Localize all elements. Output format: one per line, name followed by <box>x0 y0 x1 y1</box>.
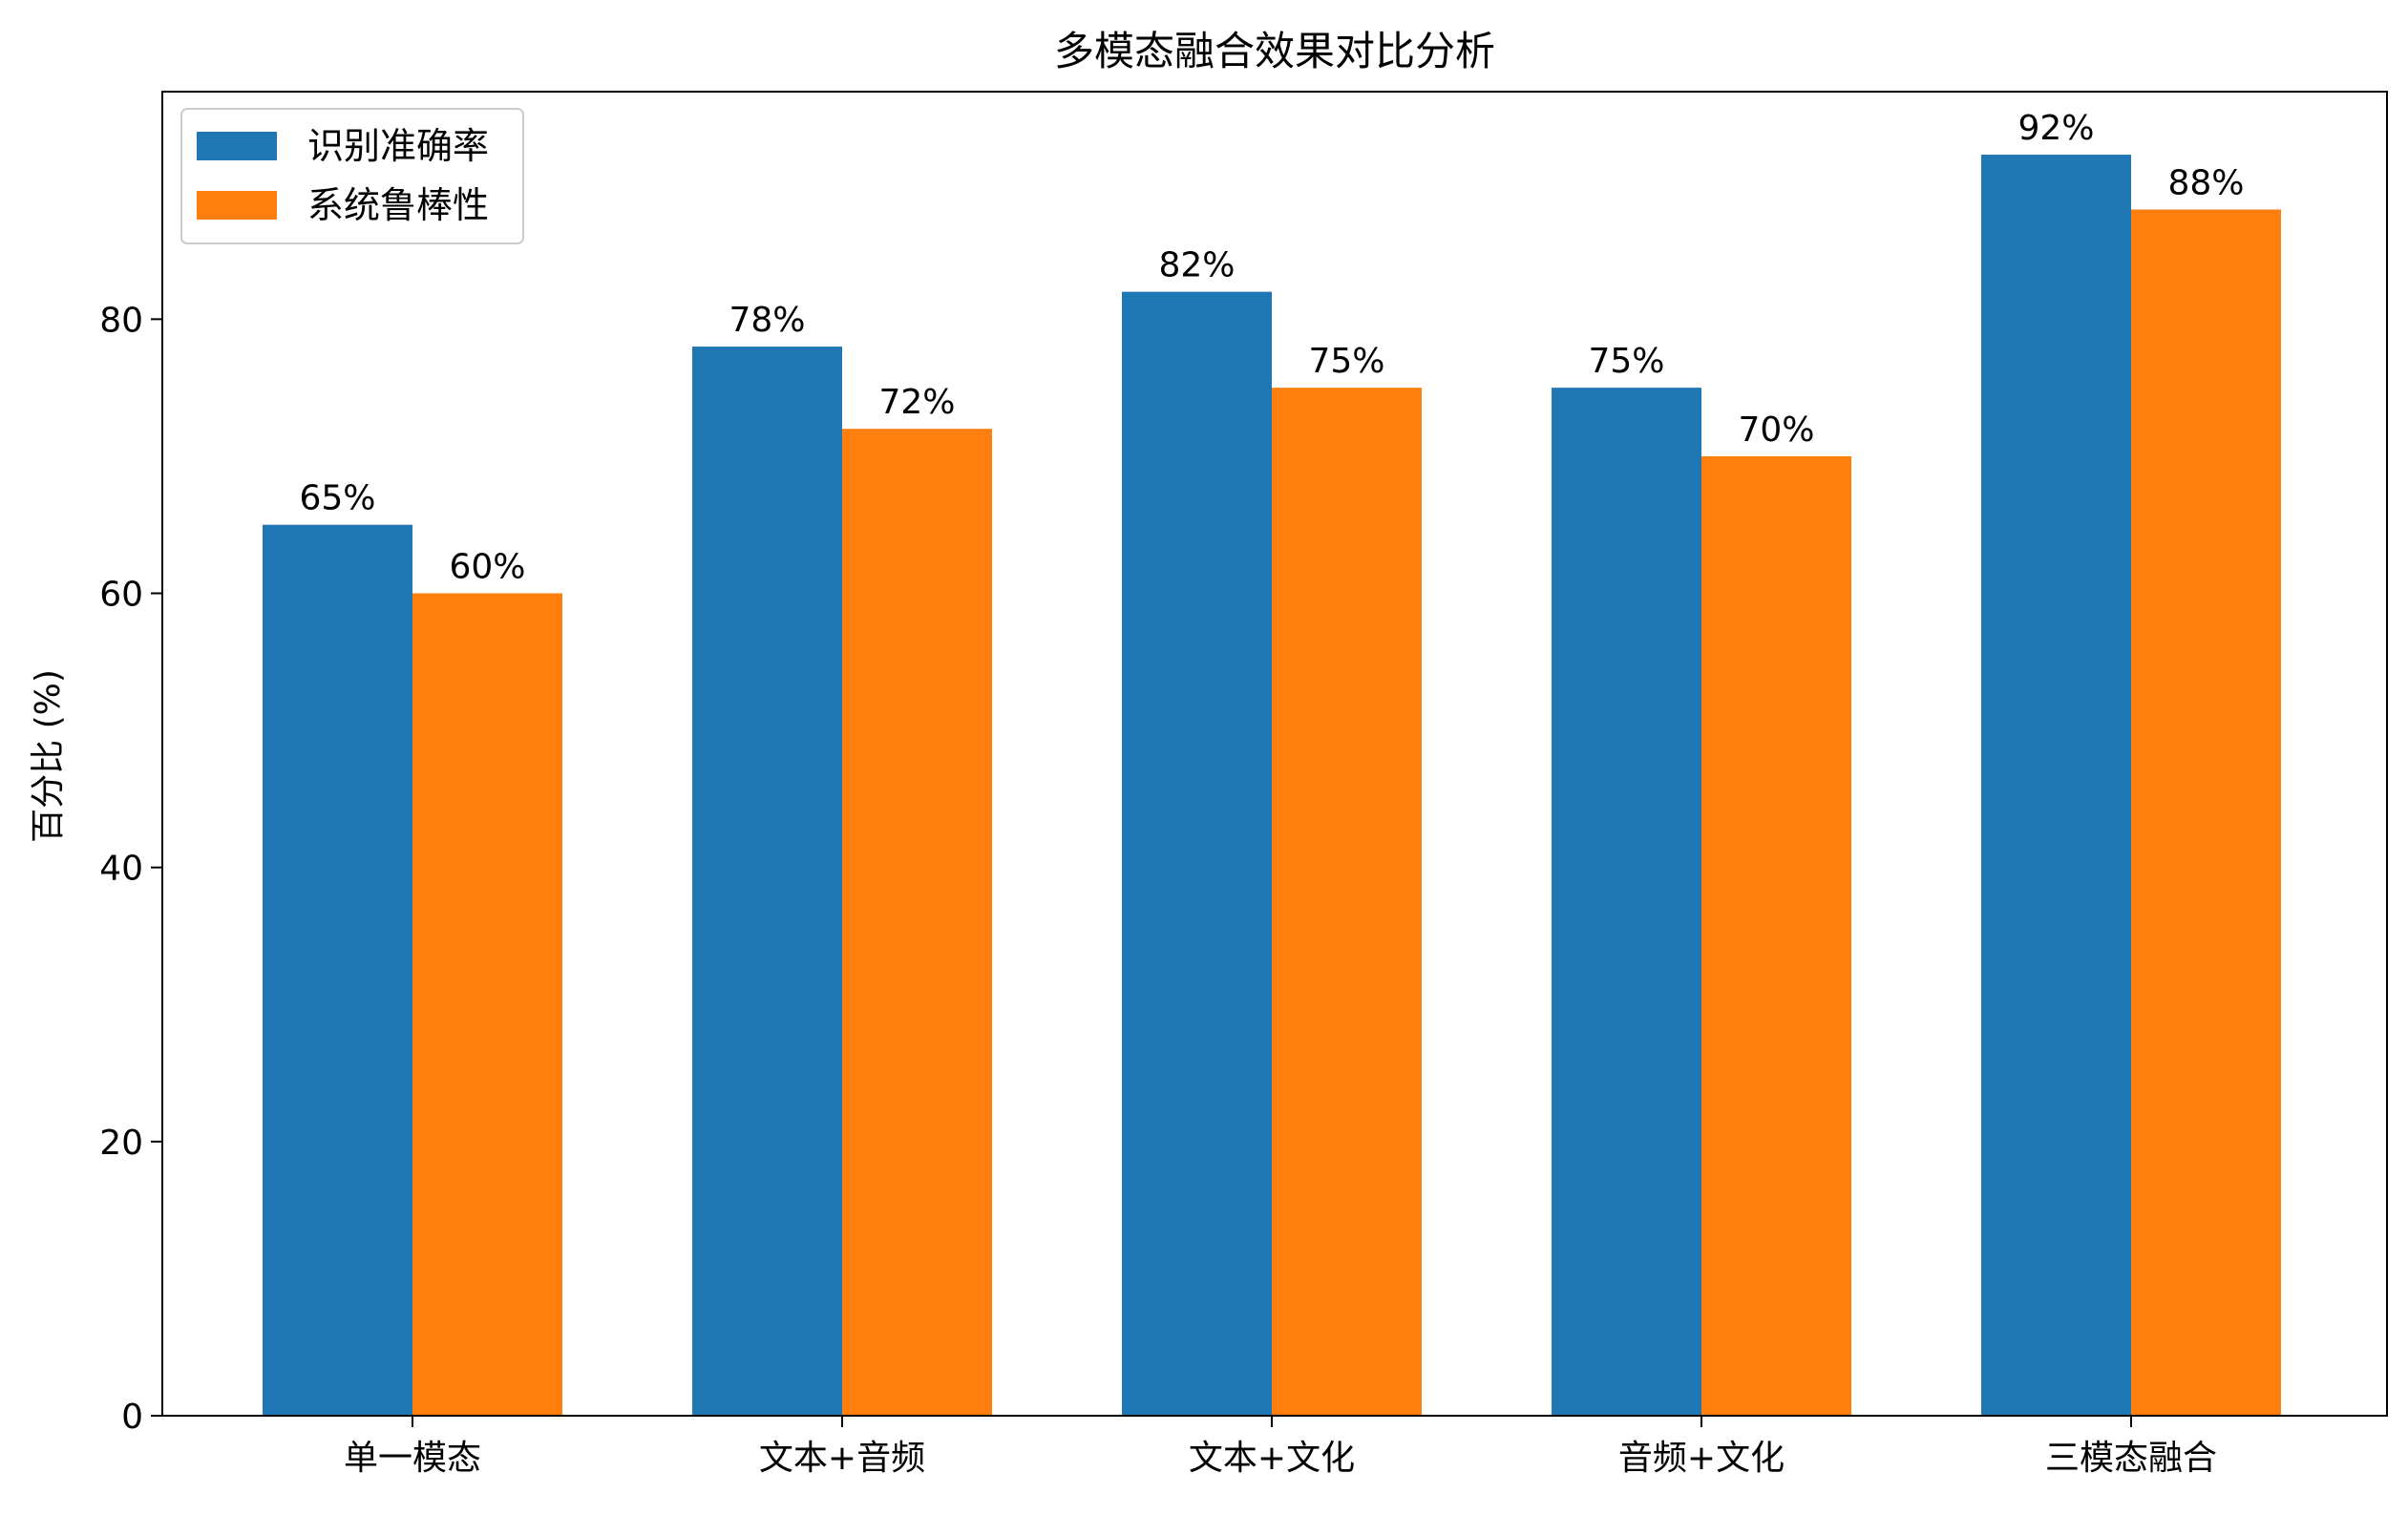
y-tick-label-60: 60 <box>99 576 143 615</box>
y-tick-label-40: 40 <box>99 850 143 889</box>
bar-series-0-cat-4 <box>1981 155 2131 1416</box>
x-tick-label-0: 单一模态 <box>344 1439 481 1478</box>
plot-area-frame <box>161 91 2388 1417</box>
bar-series-1-cat-4 <box>2131 209 2281 1417</box>
value-label-series-1-cat-0: 60% <box>449 548 525 587</box>
legend-label-robustness: 系统鲁棒性 <box>307 184 489 226</box>
chart-title: 多模态融合效果对比分析 <box>1054 28 1495 74</box>
y-axis-ticks: 0 20 40 60 80 <box>99 301 162 1437</box>
bar-series-1-cat-1 <box>842 429 992 1417</box>
y-axis-label: 百分比 (%) <box>29 669 68 843</box>
x-tick-label-4: 三模态融合 <box>2045 1439 2217 1478</box>
x-axis-ticks: 单一模态 文本+音频 文本+文化 音频+文化 三模态融合 <box>344 1416 2217 1478</box>
legend-swatch-accuracy <box>197 132 277 160</box>
legend-swatch-robustness <box>197 191 277 220</box>
bar-series-0-cat-1 <box>692 347 842 1416</box>
legend-label-accuracy: 识别准确率 <box>307 125 489 167</box>
x-tick-label-2: 文本+文化 <box>1189 1439 1355 1478</box>
value-label-series-0-cat-0: 65% <box>299 479 375 518</box>
value-label-series-1-cat-4: 88% <box>2167 163 2244 202</box>
value-label-series-0-cat-4: 92% <box>2017 109 2094 148</box>
y-tick-label-0: 0 <box>121 1398 143 1437</box>
value-label-series-0-cat-3: 75% <box>1588 342 1664 381</box>
value-label-series-1-cat-2: 75% <box>1308 342 1384 381</box>
bar-series-1-cat-0 <box>412 593 562 1416</box>
value-label-series-0-cat-2: 82% <box>1158 246 1235 285</box>
value-label-series-0-cat-1: 78% <box>729 301 805 340</box>
bar-series-1-cat-3 <box>1701 455 1851 1416</box>
bars-layer <box>263 155 2281 1417</box>
bar-series-0-cat-0 <box>263 524 412 1416</box>
legend: 识别准确率 系统鲁棒性 <box>180 108 524 244</box>
y-tick-label-80: 80 <box>99 301 143 340</box>
x-tick-label-1: 文本+音频 <box>759 1439 925 1478</box>
bar-series-0-cat-3 <box>1552 388 1701 1416</box>
value-labels-layer: 65% 78% 82% 75% 92% 60% 72% 75% 70% 88% <box>299 109 2244 586</box>
x-tick-label-3: 音频+文化 <box>1618 1439 1785 1478</box>
y-tick-label-20: 20 <box>99 1124 143 1163</box>
value-label-series-1-cat-1: 72% <box>878 383 955 422</box>
bar-series-1-cat-2 <box>1272 388 1422 1416</box>
bar-series-0-cat-2 <box>1122 291 1272 1416</box>
value-label-series-1-cat-3: 70% <box>1738 410 1814 450</box>
